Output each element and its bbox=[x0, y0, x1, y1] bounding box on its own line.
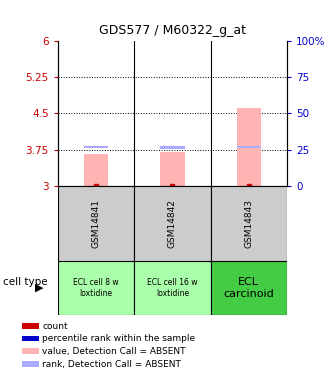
Title: GDS577 / M60322_g_at: GDS577 / M60322_g_at bbox=[99, 24, 246, 37]
Bar bbox=[22, 362, 39, 367]
Bar bbox=[134, 186, 211, 261]
Text: ECL
carcinoid: ECL carcinoid bbox=[223, 277, 274, 298]
Text: rank, Detection Call = ABSENT: rank, Detection Call = ABSENT bbox=[43, 360, 182, 369]
Bar bbox=[84, 146, 108, 148]
Bar bbox=[84, 154, 108, 186]
Bar bbox=[58, 186, 134, 261]
Bar bbox=[160, 146, 185, 148]
Bar bbox=[211, 186, 287, 261]
Bar bbox=[22, 336, 39, 341]
Bar bbox=[237, 108, 261, 186]
Text: percentile rank within the sample: percentile rank within the sample bbox=[43, 334, 196, 343]
Bar bbox=[134, 261, 211, 315]
Text: ▶: ▶ bbox=[35, 283, 44, 293]
Bar bbox=[237, 146, 261, 148]
Bar bbox=[211, 261, 287, 315]
Bar bbox=[22, 323, 39, 329]
Bar bbox=[58, 261, 134, 315]
Text: GSM14841: GSM14841 bbox=[91, 199, 100, 248]
Text: ECL cell 8 w
loxtidine: ECL cell 8 w loxtidine bbox=[73, 278, 119, 297]
Text: value, Detection Call = ABSENT: value, Detection Call = ABSENT bbox=[43, 346, 186, 355]
Text: cell type: cell type bbox=[3, 277, 48, 287]
Bar bbox=[22, 348, 39, 354]
Text: ECL cell 16 w
loxtidine: ECL cell 16 w loxtidine bbox=[147, 278, 198, 297]
Text: GSM14842: GSM14842 bbox=[168, 199, 177, 248]
Bar bbox=[160, 152, 185, 186]
Text: count: count bbox=[43, 322, 68, 331]
Text: GSM14843: GSM14843 bbox=[245, 199, 253, 248]
